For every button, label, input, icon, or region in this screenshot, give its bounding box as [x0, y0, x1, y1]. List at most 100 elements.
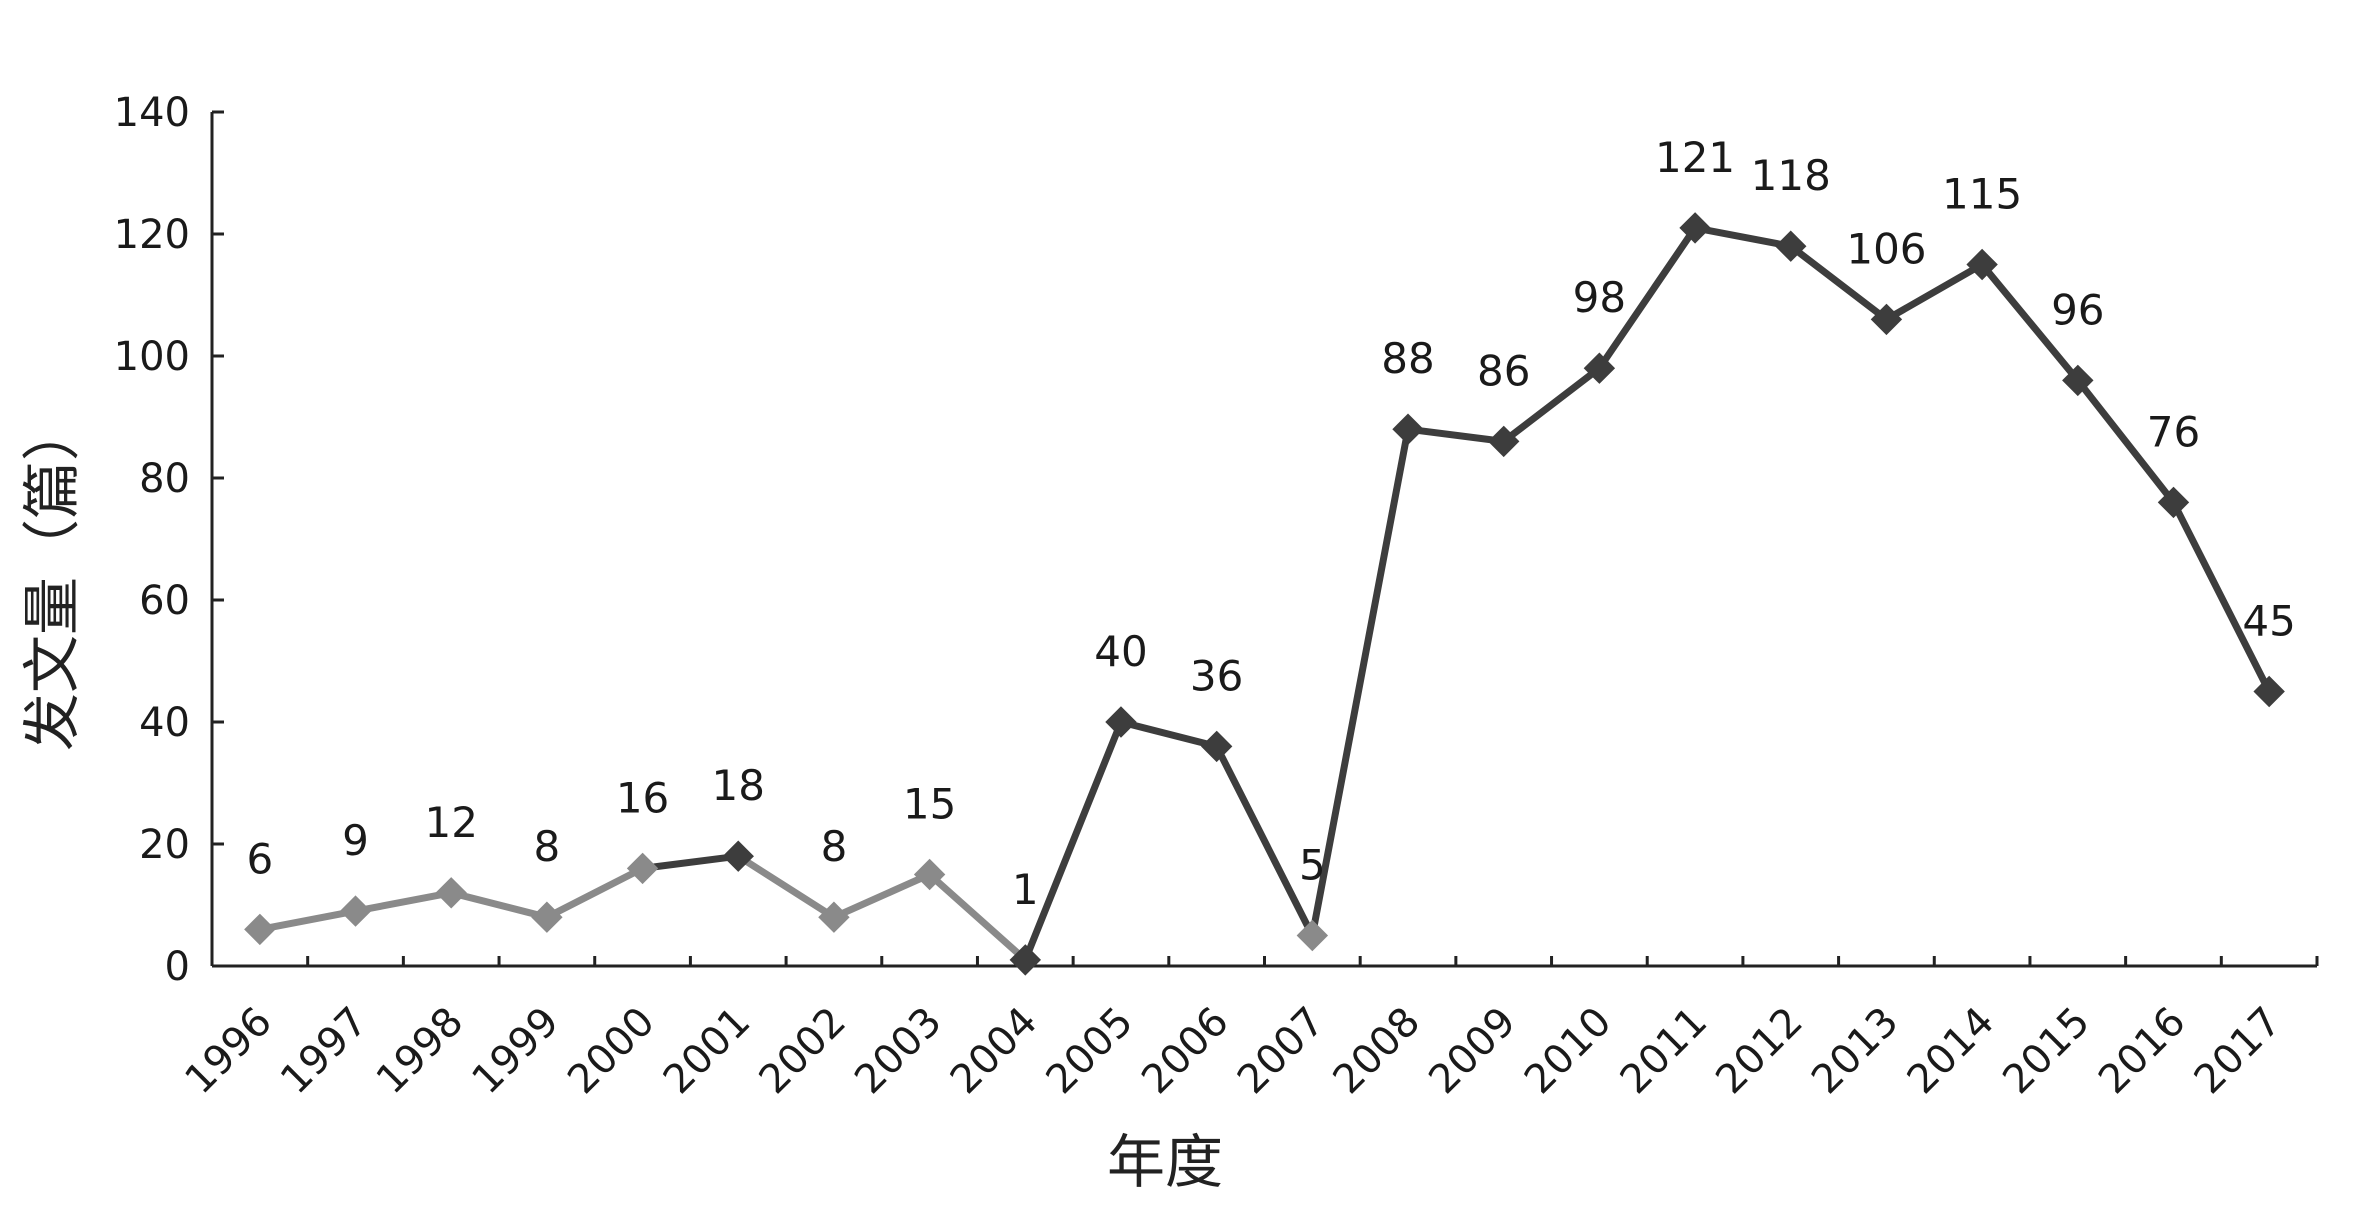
series-line-segment [1213, 742, 1316, 939]
x-tick-label: 1997 [272, 999, 377, 1104]
x-tick-label: 2017 [2186, 999, 2291, 1104]
data-label: 88 [1381, 334, 1434, 383]
x-tick-label: 1998 [368, 999, 473, 1104]
data-label: 5 [1299, 841, 1326, 890]
series-line-segment [447, 889, 551, 921]
x-tick-label: 1996 [176, 999, 281, 1104]
data-point-marker [722, 840, 754, 872]
y-tick-label: 20 [139, 822, 190, 868]
data-label: 1 [1012, 865, 1039, 914]
data-label: 16 [616, 773, 669, 822]
series-line-segment [1882, 261, 1986, 323]
data-point-marker [1296, 919, 1329, 952]
series-line-segment [1691, 224, 1795, 250]
data-label: 15 [903, 780, 956, 829]
data-point-marker [2157, 486, 2190, 519]
data-point-marker [1009, 944, 1042, 976]
data-point-marker [339, 895, 372, 927]
series-line-segment [543, 864, 647, 921]
x-tick-label: 2015 [1994, 999, 2099, 1104]
x-tick-label: 2011 [1612, 999, 1717, 1104]
x-tick-label: 2013 [1803, 999, 1908, 1104]
data-label: 12 [424, 798, 477, 847]
series-line-segment [352, 889, 455, 915]
series-line-segment [256, 907, 360, 933]
data-label: 45 [2242, 597, 2295, 646]
data-label: 18 [712, 761, 765, 810]
y-tick-label: 100 [114, 334, 190, 380]
x-tick-label: 2002 [750, 999, 855, 1104]
data-label: 96 [2051, 285, 2104, 334]
data-point-marker [1487, 425, 1520, 458]
x-tick-label: 2000 [559, 999, 664, 1104]
x-tick-label: 2009 [1420, 999, 1525, 1104]
data-label: 76 [2147, 407, 2200, 456]
y-tick-labels: 0 20 40 60 80 100 120 140 [114, 90, 190, 990]
data-point-marker [2062, 364, 2094, 397]
x-tick-labels: 1996199719981999200020012002200320042005… [176, 999, 2290, 1104]
data-point-marker [244, 913, 276, 946]
data-label: 118 [1751, 151, 1831, 200]
x-tick-label: 1999 [463, 999, 568, 1104]
series-line-segment [1978, 261, 2082, 384]
data-point-marker [1966, 248, 1998, 281]
y-tick-label: 60 [139, 578, 190, 624]
data-label: 9 [342, 816, 369, 865]
data-point-marker [1870, 303, 1903, 336]
data-label: 40 [1094, 627, 1147, 676]
series-line-segment [2169, 498, 2273, 695]
series-line-segment [734, 852, 838, 921]
data-point-marker [626, 852, 659, 885]
x-tick-label: 2014 [1899, 999, 2004, 1104]
data-point-marker [1200, 730, 1233, 763]
x-tick-label: 2007 [1229, 999, 1334, 1104]
data-point-marker [1679, 212, 1711, 244]
data-point-marker [1105, 706, 1137, 738]
series-line-segment [926, 871, 1029, 964]
series-line-segment [1021, 718, 1125, 964]
series-lines [256, 224, 2273, 964]
y-tick-label: 120 [114, 212, 190, 258]
data-labels: 6 9 12 8 16 18 8 15 1 40 36 5 88 86 98 121 118 106 115 96 76… [246, 133, 2295, 914]
y-tick-label: 0 [165, 944, 190, 990]
data-label: 121 [1655, 133, 1735, 182]
x-tick-label: 2012 [1707, 999, 1812, 1104]
series-markers [244, 212, 2285, 976]
series-line-segment [1500, 364, 1603, 445]
data-label: 115 [1942, 170, 2022, 219]
x-tick-label: 2004 [942, 999, 1047, 1104]
x-tick-label: 2006 [1133, 999, 1238, 1104]
data-point-marker [531, 901, 563, 933]
x-tick-label: 2010 [1516, 999, 1621, 1104]
series-line-segment [2074, 376, 2177, 506]
x-tick-label: 2008 [1325, 999, 1430, 1104]
x-tick-label: 2005 [1038, 999, 1143, 1104]
data-point-marker [435, 877, 467, 909]
y-tick-label: 140 [114, 90, 190, 136]
data-label: 106 [1846, 224, 1926, 273]
data-point-marker [1583, 352, 1616, 384]
y-axis-title: 发文量（篇） [18, 403, 86, 751]
data-label: 86 [1477, 346, 1530, 395]
series-line-segment [830, 871, 934, 921]
data-point-marker [818, 901, 850, 933]
x-tick-label: 2001 [655, 999, 760, 1104]
x-tick-label: 2003 [846, 999, 951, 1104]
x-tick-label: 2016 [2090, 999, 2195, 1104]
x-axis-title: 年度 [1107, 1128, 1223, 1196]
data-label: 98 [1573, 273, 1626, 322]
data-label: 36 [1190, 651, 1243, 700]
series-line-segment [1595, 224, 1699, 372]
data-point-marker [2253, 675, 2285, 708]
y-tick-label: 40 [139, 700, 190, 746]
series-line-segment [639, 852, 742, 872]
series-line-segment [1117, 718, 1221, 750]
series-line-segment [1308, 425, 1412, 939]
data-label: 8 [821, 822, 848, 871]
axes [210, 110, 2319, 968]
data-point-marker [1775, 230, 1807, 262]
series-line-segment [1787, 242, 1890, 323]
data-point-marker [913, 858, 946, 891]
series-line-segment [1404, 425, 1508, 445]
